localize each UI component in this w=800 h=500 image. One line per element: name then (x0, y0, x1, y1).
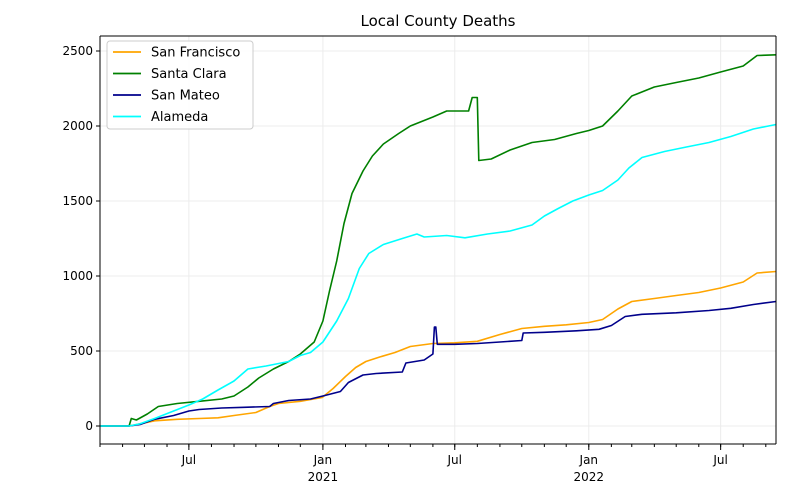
y-tick-label: 0 (85, 419, 93, 433)
x-tick-label: Jan (579, 453, 599, 467)
y-tick-label: 1500 (62, 194, 93, 208)
y-tick-label: 1000 (62, 269, 93, 283)
axes-layer: 0 500 1000 1500 2000 2500 Jul Jan 2021 Jul Jan 2022… (62, 35, 777, 484)
legend-label-san-mateo: San Mateo (151, 89, 220, 104)
series-line-santa-clara (100, 54, 777, 427)
series-line-alameda (100, 123, 777, 427)
series-line-san-francisco (100, 270, 777, 427)
series-layer (100, 54, 777, 427)
series-line-san-mateo (100, 300, 777, 427)
legend-label-santa-clara: Santa Clara (151, 67, 227, 82)
chart-title: Local County Deaths (360, 12, 515, 30)
y-tick-label: 2000 (62, 119, 93, 133)
legend-label-alameda: Alameda (151, 110, 208, 125)
x-tick-label: Jul (447, 453, 462, 467)
legend-label-san-francisco: San Francisco (151, 46, 240, 61)
x-tick-year-label: 2022 (574, 470, 605, 484)
x-tick-label: Jul (712, 453, 727, 467)
x-tick-label: Jan (313, 453, 333, 467)
x-tick-year-label: 2021 (308, 470, 339, 484)
y-tick-label: 2500 (62, 44, 93, 58)
legend-box (106, 40, 254, 130)
legend: San Francisco Santa Clara San Mateo Alameda (106, 40, 254, 130)
x-tick-label: Jul (181, 453, 196, 467)
y-tick-label: 500 (70, 344, 93, 358)
